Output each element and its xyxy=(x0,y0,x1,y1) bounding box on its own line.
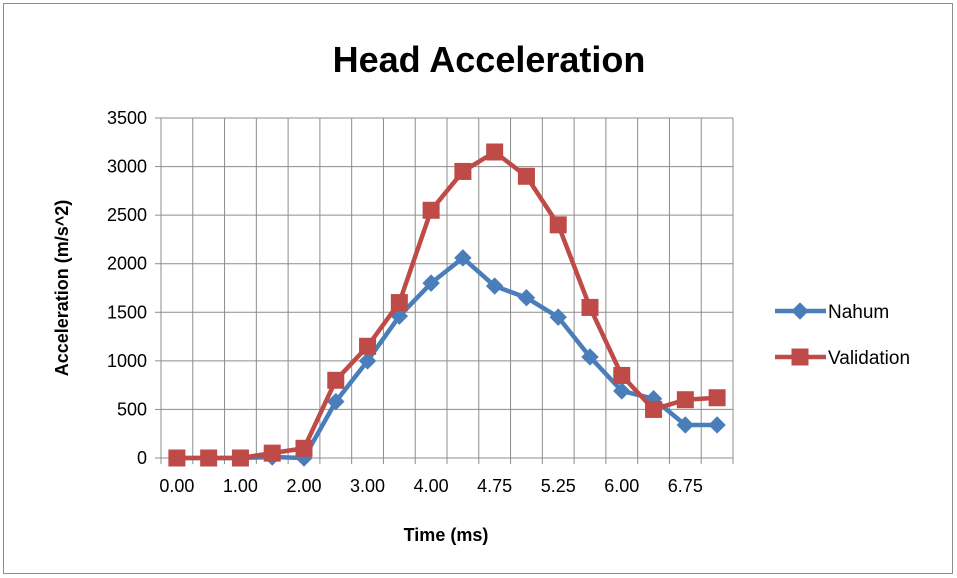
x-tick-label-4: 2.00 xyxy=(286,476,321,496)
data-point-validation-1 xyxy=(200,449,218,467)
data-point-nahum-14 xyxy=(613,382,631,400)
y-tick-label-1000: 1000 xyxy=(107,351,147,371)
x-tick-label-8: 4.00 xyxy=(414,476,449,496)
data-point-validation-9 xyxy=(454,162,472,180)
legend-marker-validation xyxy=(791,348,809,366)
data-point-nahum-17 xyxy=(708,416,726,434)
data-point-validation-0 xyxy=(168,449,186,467)
data-point-nahum-12 xyxy=(549,308,567,326)
data-point-nahum-8 xyxy=(422,274,440,292)
legend: Nahum Validation xyxy=(775,302,910,369)
y-tick-label-1500: 1500 xyxy=(107,302,147,322)
gridlines xyxy=(161,117,734,458)
data-point-validation-17 xyxy=(708,389,726,407)
data-point-nahum-9 xyxy=(454,249,472,267)
x-tick-label-16: 6.75 xyxy=(668,476,703,496)
data-point-validation-15 xyxy=(645,400,663,418)
x-tick-label-12: 5.25 xyxy=(541,476,576,496)
series-group xyxy=(168,143,726,467)
y-tick-label-3000: 3000 xyxy=(107,157,147,177)
data-point-nahum-16 xyxy=(676,416,695,434)
data-point-nahum-6 xyxy=(358,352,377,370)
legend-label-validation: Validation xyxy=(828,348,910,369)
data-point-validation-14 xyxy=(613,366,631,384)
data-point-nahum-10 xyxy=(485,277,504,295)
data-point-validation-10 xyxy=(486,143,504,161)
y-axis-title: Acceleration (m/s^2) xyxy=(52,200,72,377)
data-point-nahum-11 xyxy=(517,289,536,307)
x-axis-title: Time (ms) xyxy=(404,525,489,545)
data-point-validation-6 xyxy=(359,337,377,355)
data-point-validation-8 xyxy=(422,201,440,219)
x-tick-label-6: 3.00 xyxy=(350,476,385,496)
y-tick-label-0: 0 xyxy=(137,448,147,468)
x-tick-labels: 0.00 1.00 2.00 3.00 4.00 4.75 5.25 6.00 6.75 xyxy=(159,476,702,496)
data-point-validation-2 xyxy=(231,449,249,467)
x-tick-label-0: 0.00 xyxy=(159,476,194,496)
y-tick-label-3500: 3500 xyxy=(107,108,147,128)
data-point-validation-11 xyxy=(517,167,535,185)
data-point-validation-5 xyxy=(327,371,345,389)
data-point-validation-12 xyxy=(549,216,567,234)
y-tick-label-500: 500 xyxy=(117,399,147,419)
x-tick-label-14: 6.00 xyxy=(604,476,639,496)
x-tick-label-10: 4.75 xyxy=(477,476,512,496)
y-tick-labels: 0 500 1000 1500 2000 2500 3000 3500 xyxy=(107,108,147,468)
legend-item-validation: Validation xyxy=(775,348,910,369)
data-point-validation-13 xyxy=(581,298,599,316)
data-point-nahum-5 xyxy=(327,392,345,411)
data-point-nahum-13 xyxy=(581,348,599,366)
data-point-validation-7 xyxy=(390,294,408,312)
x-tick-label-2: 1.00 xyxy=(223,476,258,496)
series-validation xyxy=(168,143,726,467)
data-point-validation-16 xyxy=(676,391,694,409)
data-point-validation-4 xyxy=(295,439,313,457)
legend-label-nahum: Nahum xyxy=(828,302,889,323)
legend-marker-nahum xyxy=(791,302,809,320)
data-point-validation-3 xyxy=(263,444,281,462)
legend-item-nahum: Nahum xyxy=(775,302,889,323)
y-tick-label-2500: 2500 xyxy=(107,205,147,225)
chart-title: Head Acceleration xyxy=(333,39,646,80)
y-tick-label-2000: 2000 xyxy=(107,254,147,274)
